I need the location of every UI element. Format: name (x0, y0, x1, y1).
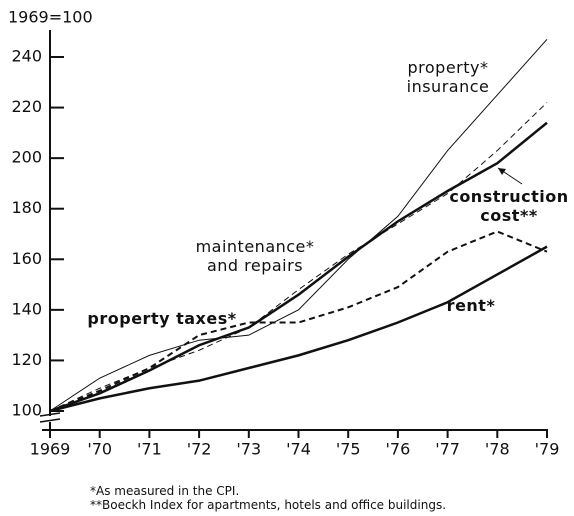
annotation-arrowhead (498, 168, 506, 175)
series-line (49, 245, 548, 413)
series-label: property* insurance (406, 58, 490, 96)
footnote: **Boeckh Index for apartments, hotels an… (90, 498, 447, 512)
x-tick-label: '73 (236, 440, 261, 459)
x-tick-label: '77 (435, 440, 460, 459)
y-tick-label: 140 (11, 299, 42, 318)
x-tick-label: '79 (535, 440, 560, 459)
x-tick-label: 1969 (30, 440, 71, 459)
series-line (49, 230, 548, 412)
series-line (49, 38, 548, 412)
y-tick-label: 240 (11, 47, 42, 66)
y-tick-label: 200 (11, 148, 42, 167)
x-tick-label: '78 (485, 440, 510, 459)
x-tick-label: '75 (336, 440, 361, 459)
series-line (49, 121, 548, 413)
y-tick-label: 100 (11, 401, 42, 420)
x-tick-label: '70 (87, 440, 112, 459)
x-tick-label: '71 (137, 440, 162, 459)
x-tick-label: '74 (286, 440, 311, 459)
series-label: maintenance* and repairs (195, 237, 315, 275)
series-label: rent* (446, 296, 496, 315)
x-tick-label: '72 (187, 440, 212, 459)
series-label: construction cost** (449, 187, 569, 225)
y-axis-label: 1969=100 (8, 8, 93, 27)
axis-break (39, 412, 61, 423)
x-tick-label: '76 (386, 440, 411, 459)
y-tick-label: 220 (11, 97, 42, 116)
y-tick-label: 160 (11, 249, 42, 268)
footnote: *As measured in the CPI. (90, 484, 240, 498)
y-tick-label: 180 (11, 198, 42, 217)
y-tick-label: 120 (11, 350, 42, 369)
series-label: property taxes* (87, 309, 237, 328)
